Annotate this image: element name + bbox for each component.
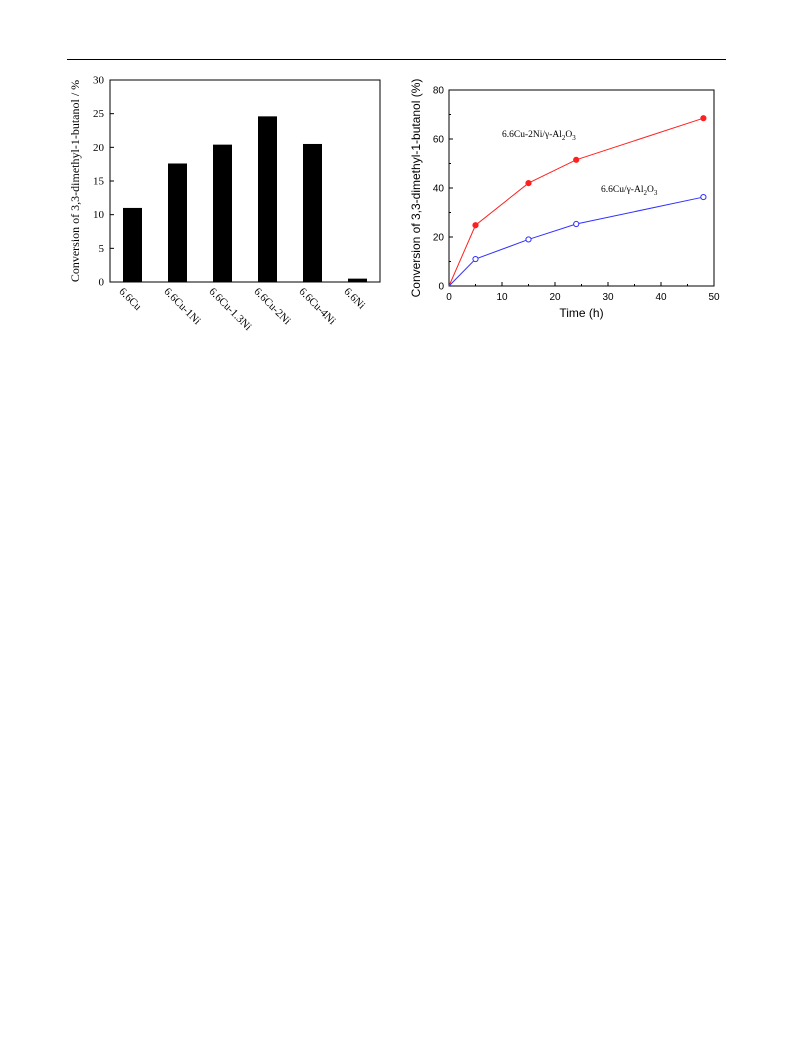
series-0-point-4 (700, 115, 707, 122)
x-tick-label-6.6Cu-1Ni: 6.6Cu-1Ni (161, 286, 203, 328)
series-label-0: 6.6Cu-2Ni/γ-Al2O3 (502, 130, 576, 142)
y-tick-label-2: 40 (433, 184, 445, 195)
series-label-0-part-0: 6.6Cu-2Ni/γ-Al (502, 130, 562, 140)
series-1-point-2 (525, 236, 532, 243)
y-tick-label-3: 60 (433, 135, 445, 146)
y-tick-label-3: 15 (93, 176, 105, 188)
x-tick-label-2: 20 (549, 292, 561, 303)
series-label-1: 6.6Cu/γ-Al2O3 (601, 185, 658, 197)
plot-frame (448, 89, 715, 287)
line-chart-conversion-vs-time: 0 10 20 30 40 500204060806.6Cu-2Ni/γ-Al2O36.6… (409, 79, 720, 320)
series-1-point-3 (573, 220, 580, 228)
x-tick-label-4: 40 (655, 292, 667, 303)
series-label-1-part-2: O (647, 185, 654, 195)
x-tick-label-6.6Cu-1.3Ni: 6.6Cu-1.3Ni (206, 286, 253, 333)
bar-6.6Cu (123, 207, 142, 282)
series-label-0-part-1: 2 (562, 134, 566, 142)
series-line-1 (448, 196, 704, 287)
series-0-point-3 (573, 156, 580, 163)
y-tick-label-4: 20 (93, 142, 105, 154)
series-1-point-4 (700, 193, 707, 201)
y-axis-label: Conversion of 3,3-dimethyl-1-butanol / % (68, 80, 82, 282)
plot-frame (109, 79, 381, 283)
y-tick-label-0: 0 (438, 282, 444, 293)
x-tick-label-6.6Ni: 6.6Ni (341, 286, 367, 312)
x-tick-label-6.6Cu: 6.6Cu (116, 286, 144, 314)
series-1-point-1 (472, 255, 479, 263)
y-tick-label-6: 30 (93, 75, 105, 87)
x-tick-label-0: 0 (446, 292, 452, 303)
y-tick-label-1: 5 (99, 243, 105, 255)
bar-6.6Cu-1Ni (168, 163, 187, 282)
series-label-1-part-3: 3 (654, 189, 658, 197)
y-tick-label-5: 25 (93, 108, 105, 120)
x-axis-label: Time (h) (559, 306, 603, 320)
x-tick-label-1: 10 (496, 292, 508, 303)
y-tick-label-0: 0 (99, 277, 105, 289)
y-tick-label-4: 80 (433, 86, 445, 97)
bar-6.6Cu-2Ni (258, 116, 277, 282)
y-axis-label: Conversion of 3,3-dimethyl-1-butanol (%) (409, 79, 423, 298)
x-tick-label-6.6Cu-4Ni: 6.6Cu-4Ni (296, 286, 338, 328)
series-0-point-2 (525, 180, 532, 187)
x-tick-label-3: 30 (602, 292, 614, 303)
y-tick-label-1: 20 (433, 233, 445, 244)
page-header-rule (67, 59, 726, 60)
x-tick-label-5: 50 (708, 292, 720, 303)
series-label-0-part-2: O (565, 130, 572, 140)
bar-6.6Cu-1.3Ni (213, 144, 232, 282)
x-tick-label-6.6Cu-2Ni: 6.6Cu-2Ni (251, 286, 293, 328)
y-tick-label-2: 10 (93, 209, 105, 221)
bar-6.6Cu-4Ni (303, 143, 322, 282)
series-label-1-part-0: 6.6Cu/γ-Al (601, 185, 644, 195)
series-label-0-part-3: 3 (572, 134, 576, 142)
series-0-point-1 (472, 222, 479, 229)
series-label-1-part-1: 2 (643, 189, 647, 197)
series-line-0 (448, 117, 704, 287)
